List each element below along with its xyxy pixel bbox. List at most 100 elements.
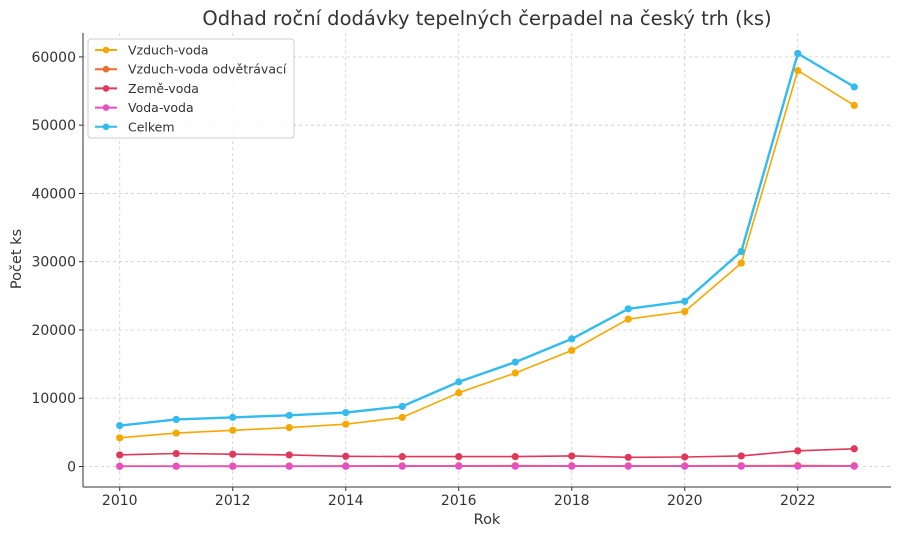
series-3-point bbox=[568, 452, 576, 460]
y-tick-label: 50000 bbox=[31, 118, 76, 134]
series-4-point bbox=[285, 462, 293, 470]
series-3-point bbox=[737, 452, 745, 460]
series-5-point bbox=[455, 378, 463, 386]
plot-area bbox=[116, 49, 858, 470]
series-1-point bbox=[116, 434, 124, 442]
series-5-point bbox=[398, 402, 406, 411]
legend-swatch-marker bbox=[102, 104, 110, 111]
series-1-point bbox=[737, 259, 745, 267]
series-1 bbox=[116, 66, 858, 442]
series-4-point bbox=[568, 462, 576, 470]
legend-label: Celkem bbox=[128, 119, 175, 134]
series-3-point bbox=[511, 453, 519, 461]
legend-label: Vzduch-voda bbox=[128, 43, 209, 58]
series-1-point bbox=[455, 389, 463, 397]
legend-swatch-marker bbox=[102, 65, 110, 73]
series-5-point bbox=[737, 247, 745, 256]
series-3-point bbox=[285, 451, 293, 459]
series-1-line bbox=[119, 69, 855, 439]
series-1-point bbox=[229, 426, 237, 434]
series-4-point bbox=[850, 462, 858, 470]
series-3 bbox=[116, 445, 858, 461]
series-5-point bbox=[794, 49, 802, 58]
legend-label: Vzduch-voda odvětrávací bbox=[128, 62, 287, 77]
series-4-point bbox=[511, 462, 519, 470]
series-5-point bbox=[285, 411, 293, 419]
x-tick-label: 2014 bbox=[328, 493, 364, 509]
series-3-point bbox=[624, 453, 632, 461]
legend-box bbox=[87, 38, 295, 139]
legend-item: Voda-voda bbox=[95, 100, 194, 115]
legend-swatch-marker bbox=[102, 85, 110, 92]
legend-swatch-marker bbox=[102, 123, 110, 131]
x-axis-label: Rok bbox=[474, 512, 501, 528]
legend-item: Země-voda bbox=[95, 81, 199, 96]
series-3-point bbox=[172, 449, 180, 458]
series-4-point bbox=[681, 462, 689, 470]
series-3-point bbox=[850, 445, 858, 453]
x-tick-label: 2012 bbox=[215, 493, 251, 509]
x-tick-label: 2016 bbox=[441, 493, 477, 509]
series-3-point bbox=[794, 447, 802, 455]
series-1-point bbox=[285, 424, 293, 432]
y-tick-label: 30000 bbox=[31, 255, 76, 271]
series-5-point bbox=[568, 335, 576, 343]
series-5-point bbox=[172, 415, 180, 424]
series-1-point bbox=[794, 66, 802, 75]
chart-title: Odhad roční dodávky tepelných čerpadel n… bbox=[202, 7, 771, 30]
series-3-point bbox=[398, 453, 406, 461]
series-5-line bbox=[119, 52, 855, 427]
series-3-point bbox=[116, 451, 124, 459]
series-4-point bbox=[342, 462, 350, 470]
series-4-point bbox=[794, 462, 802, 470]
legend: Vzduch-voda Vzduch-voda odvětrávací Země-v… bbox=[87, 38, 295, 139]
y-tick-label: 40000 bbox=[31, 186, 76, 202]
y-axis-label: Počet ks bbox=[9, 229, 25, 289]
x-tick-label: 2022 bbox=[780, 493, 816, 509]
series-3-line bbox=[119, 448, 855, 459]
tick-labels: 2010 2012 2014 2016 2018 2020 2022 0 10000 20000 3… bbox=[31, 50, 815, 509]
axes bbox=[79, 33, 891, 491]
y-tick-label: 0 bbox=[67, 460, 76, 476]
y-tick-label: 10000 bbox=[31, 391, 76, 407]
legend-label: Voda-voda bbox=[128, 100, 194, 115]
x-tick-label: 2010 bbox=[102, 493, 138, 509]
series-4-point bbox=[624, 462, 632, 470]
series-5-point bbox=[229, 413, 237, 421]
series-3-point bbox=[229, 450, 237, 458]
series-5-point bbox=[116, 421, 124, 430]
series-1-point bbox=[624, 315, 632, 323]
series-1-point bbox=[568, 346, 576, 355]
legend-swatch-marker bbox=[102, 46, 110, 54]
series-1-point bbox=[342, 420, 350, 428]
series-5 bbox=[116, 49, 858, 430]
series-1-point bbox=[172, 429, 180, 437]
series-4-point bbox=[737, 462, 745, 470]
x-tick-label: 2018 bbox=[554, 493, 590, 509]
series-5-point bbox=[511, 358, 519, 366]
y-tick-label: 20000 bbox=[31, 323, 76, 339]
series-4-point bbox=[229, 462, 237, 470]
series-5-point bbox=[681, 297, 689, 305]
series-5-point bbox=[850, 83, 858, 91]
series-5-point bbox=[624, 305, 632, 313]
series-1-point bbox=[681, 307, 689, 316]
legend-label: Země-voda bbox=[128, 81, 199, 96]
series-1-point bbox=[850, 101, 858, 109]
series-4-point bbox=[116, 462, 124, 470]
series-4 bbox=[116, 462, 858, 470]
series-5-point bbox=[342, 408, 350, 417]
y-tick-label: 60000 bbox=[31, 50, 76, 66]
series-4-point bbox=[455, 462, 463, 470]
series-3-point bbox=[455, 453, 463, 461]
legend-item: Vzduch-voda bbox=[95, 43, 209, 58]
legend-item: Celkem bbox=[95, 119, 175, 134]
series-1-point bbox=[511, 369, 519, 377]
series-4-point bbox=[398, 462, 406, 470]
series-4-point bbox=[172, 462, 180, 470]
series-3-point bbox=[342, 452, 350, 460]
series-3-point bbox=[681, 453, 689, 461]
legend-item: Vzduch-voda odvětrávací bbox=[95, 62, 287, 77]
series-1-point bbox=[398, 413, 406, 421]
